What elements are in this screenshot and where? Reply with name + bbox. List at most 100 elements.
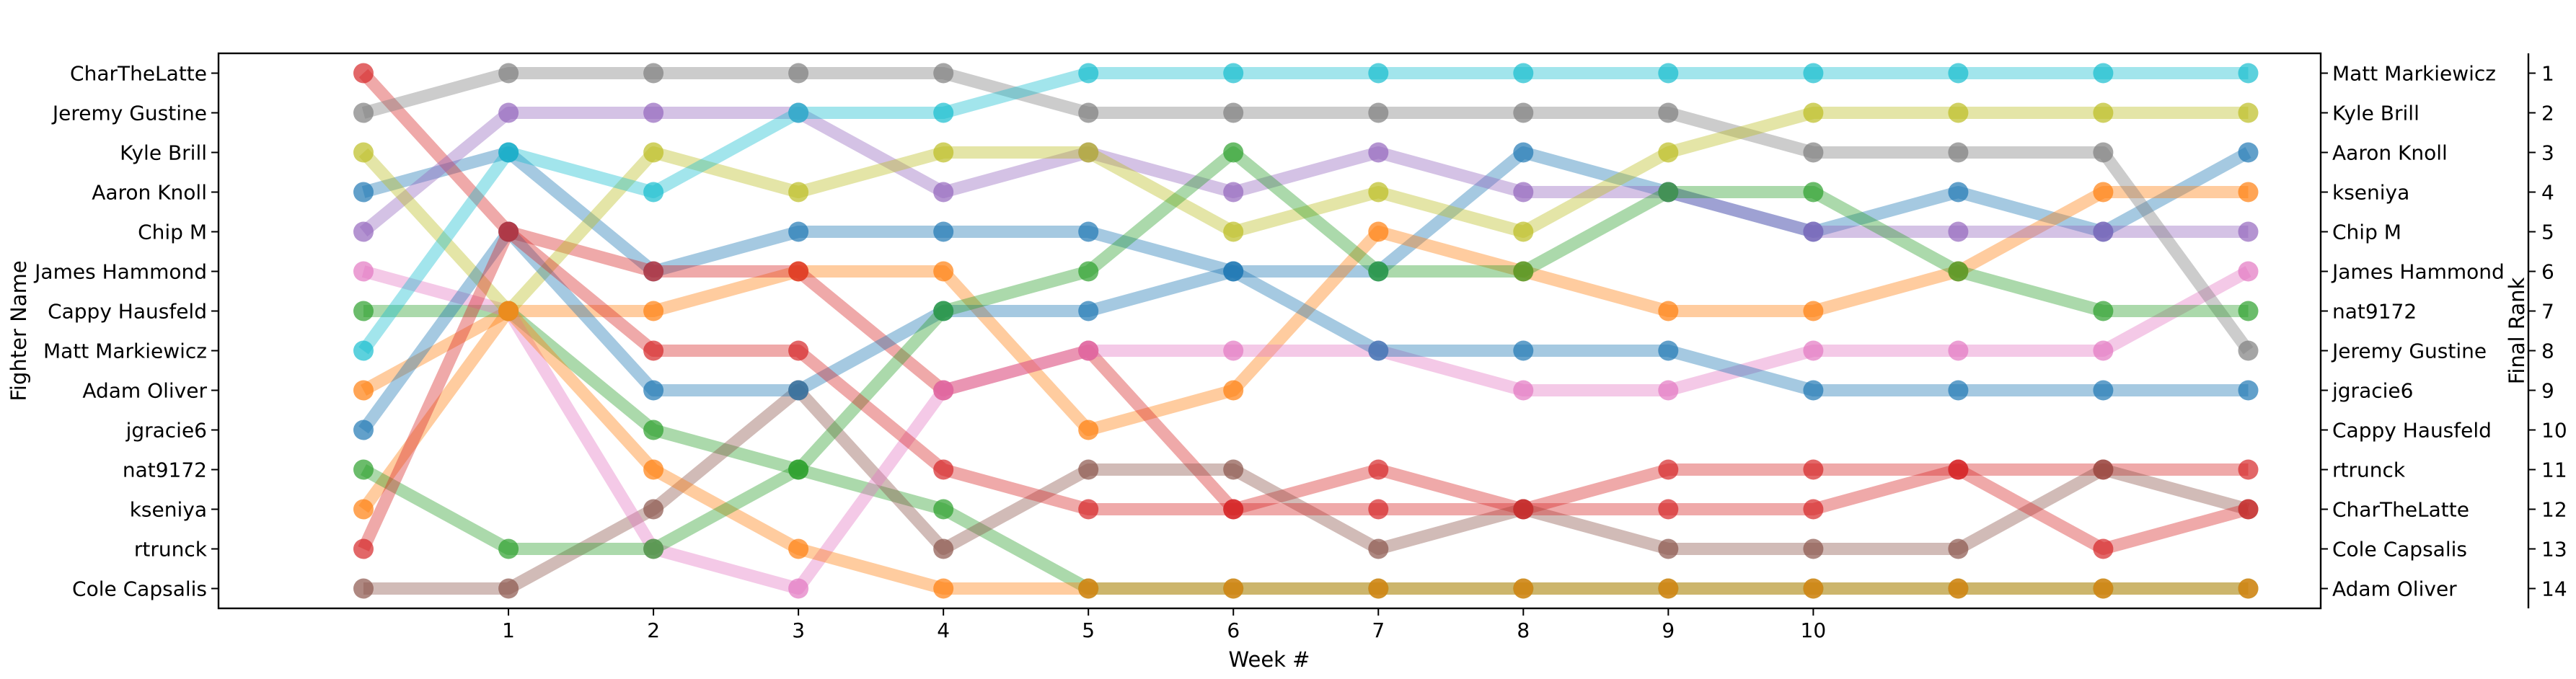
series-point — [1803, 182, 1824, 203]
x-tick-label: 5 — [1082, 618, 1095, 642]
series-point — [1513, 578, 1534, 599]
x-tick-label: 10 — [1801, 618, 1827, 642]
series-point — [788, 182, 809, 203]
series-point — [498, 221, 519, 242]
series-point — [1948, 182, 1969, 203]
series-point — [498, 301, 519, 321]
series-point — [1513, 499, 1534, 520]
rank-axis-tick-label: 1 — [2541, 62, 2554, 86]
series-point — [2238, 102, 2259, 123]
series-point — [353, 499, 374, 520]
series-point — [1948, 221, 1969, 242]
series-point — [933, 499, 954, 520]
left-axis-tick-label: rtrunck — [134, 538, 208, 562]
right-axis-tick-label: rtrunck — [2332, 458, 2406, 482]
left-axis-tick-label: nat9172 — [123, 458, 207, 482]
right-axis-tick-label: CharTheLatte — [2332, 498, 2469, 522]
series-point — [643, 538, 664, 559]
right-axis-ticks: Matt Markiewicz Kyle Brill Aaron Knoll ksen… — [2321, 62, 2505, 601]
series-point — [1368, 459, 1389, 480]
series-point — [353, 380, 374, 401]
series-point — [643, 420, 664, 440]
series-point — [498, 102, 519, 123]
left-axis-tick-label: Adam Oliver — [82, 379, 207, 403]
left-axis-tick-label: jgracie6 — [125, 419, 207, 443]
series-point — [1368, 142, 1389, 163]
series-points — [353, 63, 2259, 599]
series-point — [933, 538, 954, 559]
series-point — [1223, 63, 1244, 84]
series-point — [788, 261, 809, 282]
series-point — [1513, 142, 1534, 163]
series-point — [933, 261, 954, 282]
series-point — [1803, 102, 1824, 123]
series-point — [933, 63, 954, 84]
series-point — [2093, 538, 2114, 559]
x-tick-label: 8 — [1517, 618, 1530, 642]
left-axis-tick-label: James Hammond — [33, 260, 207, 284]
series-point — [1223, 459, 1244, 480]
series-point — [1803, 538, 1824, 559]
series-point — [933, 578, 954, 599]
series-point — [2238, 301, 2259, 321]
series-point — [2093, 142, 2114, 163]
series-point — [1223, 142, 1244, 163]
series-point — [1803, 459, 1824, 480]
series-point — [1803, 301, 1824, 321]
series-point — [1948, 340, 1969, 361]
series-point — [1513, 261, 1534, 282]
series-point — [643, 380, 664, 401]
series-point — [788, 578, 809, 599]
rank-axis-tick-label: 6 — [2541, 260, 2554, 284]
right-axis-tick-label: kseniya — [2332, 181, 2409, 205]
series-point — [2093, 63, 2114, 84]
right-axis-tick-label: Cappy Hausfeld — [2332, 419, 2492, 443]
series-point — [1803, 63, 1824, 84]
series-point — [933, 102, 954, 123]
x-tick-label: 6 — [1227, 618, 1240, 642]
series-line — [361, 67, 2254, 355]
rank-axis-tick-label: 13 — [2541, 538, 2567, 562]
x-axis-ticks: 1 2 3 4 5 6 7 8 9 10 — [502, 608, 1826, 642]
series-point — [353, 459, 374, 480]
series-point — [2238, 340, 2259, 361]
series-point — [353, 142, 374, 163]
series-point — [353, 182, 374, 203]
rank-axis-tick-label: 2 — [2541, 102, 2554, 125]
series-point — [933, 301, 954, 321]
series-point — [353, 301, 374, 321]
rank-axis-title: Final Rank — [2505, 278, 2529, 385]
rank-axis-tick-label: 3 — [2541, 141, 2554, 165]
series-point — [1658, 578, 1679, 599]
series-point — [1803, 142, 1824, 163]
series-point — [1948, 102, 1969, 123]
left-axis-tick-label: CharTheLatte — [70, 62, 207, 86]
series-point — [2093, 340, 2114, 361]
series-line — [361, 146, 2251, 278]
rank-axis-tick-label: 4 — [2541, 181, 2554, 205]
right-axis-tick-label: nat9172 — [2332, 300, 2417, 324]
series-point — [1223, 102, 1244, 123]
series-point — [643, 301, 664, 321]
series-point — [2093, 578, 2114, 599]
series-point — [643, 459, 664, 480]
series-line — [358, 67, 2249, 355]
x-tick-label: 9 — [1662, 618, 1675, 642]
series-point — [353, 102, 374, 123]
series-line — [358, 226, 2249, 434]
series-point — [1513, 182, 1534, 203]
right-axis-tick-label: Cole Capsalis — [2332, 538, 2467, 562]
x-tick-label: 2 — [647, 618, 660, 642]
series-point — [353, 420, 374, 440]
series-point — [933, 142, 954, 163]
series-point — [1513, 380, 1534, 401]
series-point — [1368, 340, 1389, 361]
series-lines — [358, 67, 2254, 595]
series-point — [1658, 380, 1679, 401]
series-point — [1803, 499, 1824, 520]
series-point — [1658, 182, 1679, 203]
series-point — [788, 459, 809, 480]
left-axis-tick-label: kseniya — [130, 498, 207, 522]
